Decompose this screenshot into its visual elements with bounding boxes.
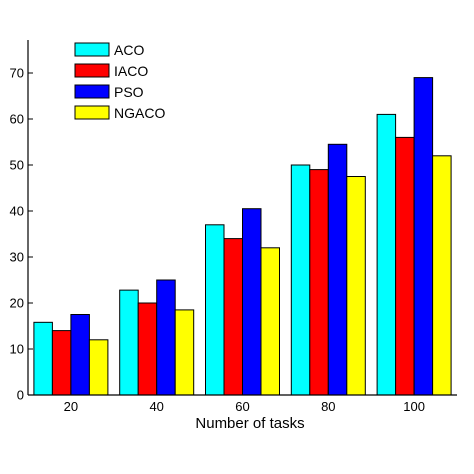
y-tick-label-50: 50 [10,158,24,173]
bar-ngaco-100 [432,155,452,396]
bar-iaco-20 [51,330,72,396]
y-tick-label-70: 70 [10,66,24,81]
legend: ACO IACO PSO NGACO [74,42,165,121]
legend-swatch-pso [74,84,110,99]
bar-iaco-100 [395,136,415,396]
bar-ngaco-80 [346,176,366,396]
y-tick-label-20: 20 [10,296,24,311]
y-tick-label-30: 30 [10,250,24,265]
bar-aco-20 [33,321,53,396]
x-tick-label-20: 20 [64,399,78,414]
bar-iaco-60 [223,238,243,396]
ticks-layer: 0 10 20 30 40 50 60 70 20 40 60 80 100 [10,66,425,415]
bar-aco-40 [119,289,139,396]
bar-pso-60 [242,208,262,396]
bar-ngaco-40 [174,309,195,396]
bars-layer [33,77,452,396]
x-tick-label-100: 100 [403,399,425,414]
legend-swatch-ngaco [74,105,110,120]
legend-swatch-iaco [74,63,110,78]
y-tick-label-60: 60 [10,112,24,127]
bar-iaco-80 [309,169,329,396]
x-tick-label-60: 60 [235,399,249,414]
y-tick-label-0: 0 [17,388,24,403]
x-tick-label-80: 80 [321,399,335,414]
legend-label-ngaco: NGACO [114,105,165,121]
bar-ngaco-20 [88,339,109,396]
bar-pso-40 [156,279,176,396]
bar-aco-100 [376,113,397,396]
bar-pso-20 [70,314,90,396]
x-axis-title: Number of tasks [195,415,304,432]
bar-aco-80 [290,164,311,396]
legend-label-pso: PSO [114,84,144,100]
bar-ngaco-60 [260,247,280,396]
bar-pso-80 [327,143,348,396]
legend-label-iaco: IACO [114,63,148,79]
bar-pso-100 [413,77,434,396]
x-tick-label-40: 40 [149,399,163,414]
bar-iaco-40 [137,302,158,396]
y-tick-label-10: 10 [10,342,24,357]
legend-swatch-aco [74,42,110,57]
bar-aco-60 [205,224,225,396]
y-tick-label-40: 40 [10,204,24,219]
legend-label-aco: ACO [114,42,144,58]
